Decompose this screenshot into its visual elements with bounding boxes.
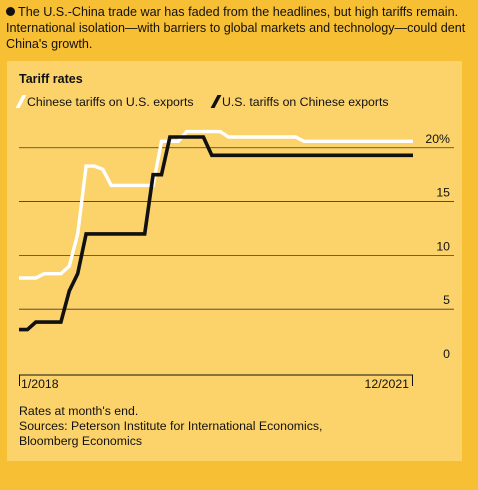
chart-notes: Rates at month's end. Sources: Peterson … [19,404,322,449]
chart-panel: Tariff rates Chinese tariffs on U.S. exp… [7,61,462,461]
series-line-us-tariffs [19,135,413,332]
panel-title: Tariff rates [19,72,83,86]
legend-item-chinese: Chinese tariffs on U.S. exports [15,95,194,109]
series-line-chinese-tariffs [19,129,413,280]
note-line: Rates at month's end. [19,404,139,418]
intro-copy: The U.S.-China trade war has faded from … [6,5,466,51]
y-tick-label: 5 [443,293,450,307]
note-line: Bloomberg Economics [19,434,143,448]
intro-text: The U.S.-China trade war has faded from … [6,4,472,52]
x-tick-label: 12/2021 [365,377,410,391]
line-chart: 0 5 10 15 20% 1/2018 12/2021 [19,129,454,391]
legend-label-chinese: Chinese tariffs on U.S. exports [27,95,194,109]
y-tick-label: 15 [436,186,450,200]
y-tick-label: 20% [425,132,450,146]
legend-label-us: U.S. tariffs on Chinese exports [222,95,389,109]
y-tick-label: 10 [436,239,450,253]
x-tick-label: 1/2018 [21,377,59,391]
y-tick-label: 0 [443,347,450,361]
note-line: Sources: Peterson Institute for Internat… [19,419,323,433]
legend-item-us: U.S. tariffs on Chinese exports [210,95,389,109]
bullet-icon [6,7,15,16]
